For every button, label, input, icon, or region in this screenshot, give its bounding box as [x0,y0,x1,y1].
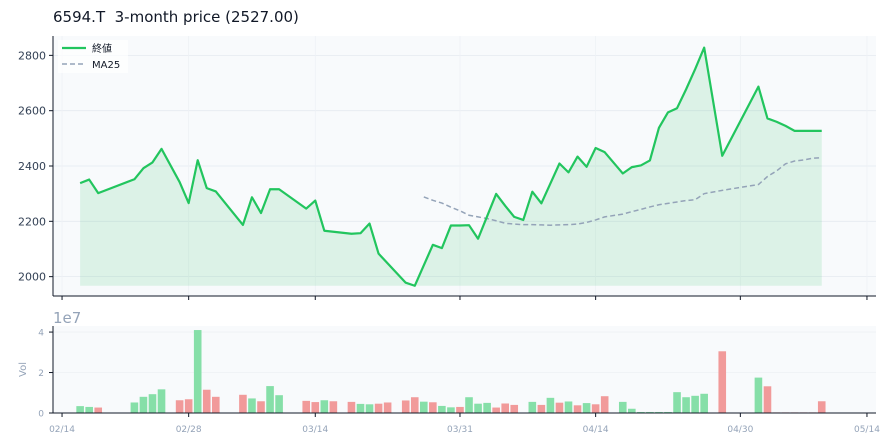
volume-bar [817,401,826,413]
price-y-tick-label: 2000 [18,271,46,284]
volume-bar [383,402,392,413]
volume-bar [148,394,157,413]
volume-bar [465,397,473,413]
volume-bar [248,398,256,413]
volume-bar [76,406,84,413]
x-tick-label: 02/14 [49,425,75,435]
volume-bar [564,401,573,413]
volume-bar [754,377,763,413]
volume-bar [682,397,690,413]
volume-bar [510,404,519,413]
volume-bar [456,406,464,413]
volume-bar [474,403,482,413]
price-area-fill [80,47,822,286]
volume-bar [429,402,437,413]
x-tick-label: 05/14 [854,425,880,435]
price-y-tick-label: 2600 [18,105,46,118]
volume-bar [311,402,320,413]
volume-bar [537,404,546,413]
volume-bar [130,402,139,413]
volume-bar [347,401,356,413]
volume-bar [528,401,537,413]
legend-price-label: 終値 [92,42,112,55]
chart-title: 6594.T 3-month price (2527.00) [53,8,299,26]
volume-bar [582,403,591,413]
volume-bar [266,386,274,413]
volume-bar [555,402,564,413]
x-tick-label: 03/14 [302,425,328,435]
volume-bar [302,400,311,413]
volume-bar [374,403,383,413]
volume-bar [356,403,365,413]
volume-bar [673,392,681,413]
volume-scale-label: 1e7 [53,309,81,327]
volume-bar [447,407,455,413]
volume-bar [85,406,93,413]
volume-bar [193,330,202,413]
volume-bar [410,397,419,413]
volume-bar [501,403,509,413]
volume-bar [637,411,645,413]
volume-bar [691,395,699,413]
volume-bar [94,407,103,413]
legend-ma25-label: MA25 [92,60,120,71]
price-y-tick-label: 2800 [18,49,46,62]
volume-bar [420,401,428,413]
volume-bar [600,396,609,413]
volume-bar [655,411,663,413]
volume-y-tick-label: 0 [38,410,44,420]
volume-bar [139,396,148,413]
volume-bar [628,408,636,413]
x-tick-label: 04/14 [583,425,609,435]
volume-bar [239,394,247,413]
volume-bar [763,386,772,413]
volume-bar [365,404,374,413]
volume-bar [438,405,446,413]
volume-panel-background [53,326,876,413]
volume-bar [618,401,627,413]
volume-y-tick-label: 2 [38,369,44,379]
volume-bar [329,401,338,413]
volume-bar [700,393,708,413]
volume-bar [401,400,410,413]
volume-bar [546,397,555,413]
x-tick-label: 03/31 [447,425,473,435]
volume-bar [275,395,283,413]
legend-box [58,40,128,73]
x-tick-label: 02/28 [176,425,202,435]
volume-bar [211,396,220,413]
volume-bar [184,399,193,413]
x-tick-label: 04/30 [727,425,753,435]
volume-bar [573,405,582,413]
volume-bar [646,411,654,413]
volume-bar [718,351,727,413]
volume-bar [175,400,184,413]
volume-bar [664,411,672,413]
volume-bar [202,389,211,413]
volume-bar [320,400,329,413]
volume-bar [492,407,500,413]
volume-bar [591,404,600,413]
price-y-tick-label: 2400 [18,160,46,173]
volume-y-axis-label: Vol [18,362,29,377]
price-line [79,46,822,287]
price-y-tick-label: 2200 [18,215,46,228]
volume-y-tick-label: 4 [38,329,44,339]
volume-bar [157,389,166,413]
volume-bar [483,402,491,413]
volume-bar [257,401,265,413]
